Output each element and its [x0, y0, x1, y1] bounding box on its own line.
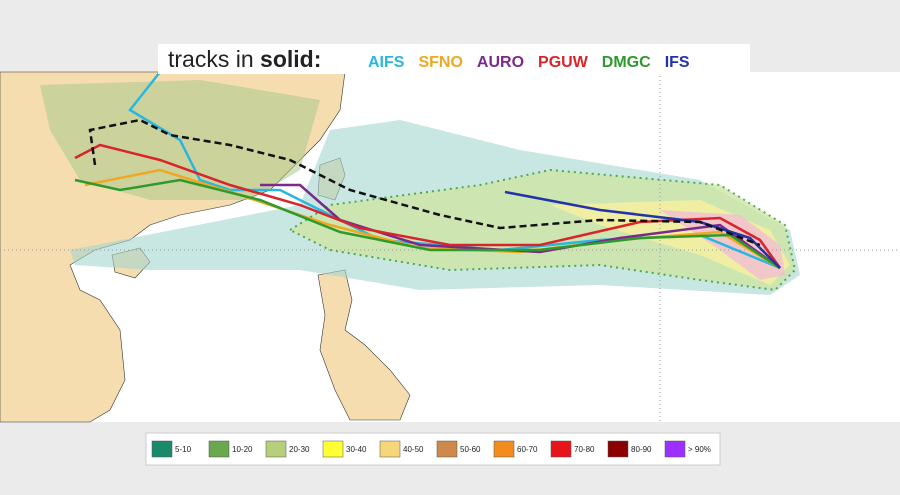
- legend-swatch: [151, 440, 173, 458]
- model-name: AIFS: [368, 54, 405, 71]
- track: [74, 178, 781, 270]
- tracks: [74, 71, 782, 270]
- title: tracks in solid:: [168, 46, 321, 72]
- island: [317, 269, 411, 421]
- legend-swatch: [322, 440, 344, 458]
- track: [88, 118, 761, 247]
- model-name: SFNO: [418, 54, 462, 71]
- map: [0, 71, 900, 423]
- legend-label: 30-40: [346, 445, 367, 454]
- title-box: [158, 44, 750, 74]
- model-name: AURO: [477, 54, 524, 71]
- legend-swatch: [265, 440, 287, 458]
- legend-label: 40-50: [403, 445, 424, 454]
- model-name: DMGC: [602, 54, 651, 71]
- legend-swatch: [436, 440, 458, 458]
- outline: [287, 168, 797, 292]
- legend-label: 60-70: [517, 445, 538, 454]
- title-emphasis: solid:: [260, 46, 321, 72]
- legend-label: > 90%: [688, 445, 711, 454]
- title-lead: tracks in: [168, 46, 254, 72]
- legend-swatch: [379, 440, 401, 458]
- legend-label: 20-30: [289, 445, 310, 454]
- legend-label: 80-90: [631, 445, 652, 454]
- legend-label: 70-80: [574, 445, 595, 454]
- legend-swatch: [550, 440, 572, 458]
- model-name: PGUW: [538, 54, 589, 71]
- track: [260, 183, 781, 270]
- legend-label: 10-20: [232, 445, 253, 454]
- legend-swatch: [664, 440, 686, 458]
- legend-swatch: [208, 440, 230, 458]
- track: [74, 143, 782, 269]
- legend-swatch: [607, 440, 629, 458]
- model-name: IFS: [665, 54, 690, 71]
- legend-label: 50-60: [460, 445, 481, 454]
- legend-swatch: [493, 440, 515, 458]
- legend-label: 5-10: [175, 445, 192, 454]
